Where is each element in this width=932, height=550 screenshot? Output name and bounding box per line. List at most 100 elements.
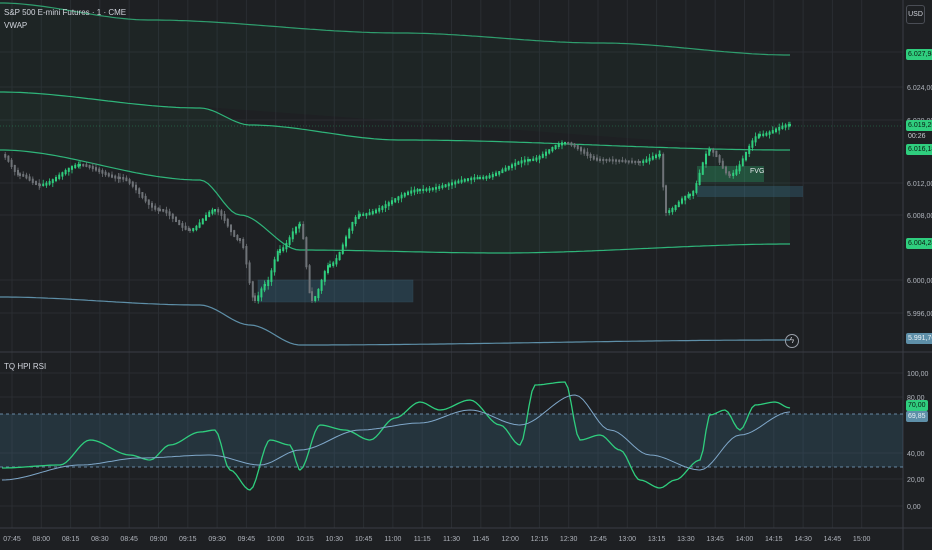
candle	[351, 222, 354, 231]
candle	[82, 164, 85, 167]
candle	[223, 213, 226, 221]
rsi-indicator-label[interactable]: TQ HPI RSI	[4, 362, 47, 371]
candle	[171, 213, 174, 219]
vwap-lower-band	[0, 296, 790, 346]
candle	[684, 195, 687, 201]
candle	[541, 153, 544, 158]
candle	[642, 160, 645, 163]
candle	[138, 188, 141, 195]
candle	[257, 295, 260, 301]
candle	[712, 149, 715, 153]
candle	[784, 124, 787, 128]
candle	[187, 227, 190, 231]
candle	[111, 174, 113, 178]
candle	[45, 182, 48, 186]
time-axis-label: 14:45	[824, 536, 842, 543]
time-axis-label: 10:45	[355, 536, 373, 543]
price-axis-label: 6.012,00	[907, 181, 932, 188]
candle	[438, 186, 441, 189]
time-axis-label: 12:30	[560, 536, 578, 543]
time-axis-label: 08:45	[120, 536, 138, 543]
candle	[701, 162, 704, 175]
candle	[101, 170, 104, 174]
candle	[728, 171, 731, 176]
price-axis-label: 5.996,00	[907, 311, 932, 318]
time-axis-label: 11:15	[414, 536, 431, 543]
candle	[119, 176, 121, 179]
candle	[454, 181, 457, 185]
candle	[651, 156, 654, 160]
vwap-indicator-label[interactable]: VWAP	[4, 21, 28, 30]
candle	[648, 157, 651, 162]
candle	[91, 165, 94, 170]
candle	[359, 214, 361, 217]
candle	[419, 189, 421, 192]
candle	[141, 192, 144, 198]
candle	[621, 159, 624, 163]
candle	[67, 167, 70, 172]
flash-icon[interactable]: ϟ	[785, 334, 799, 348]
candle	[332, 262, 335, 266]
vwap-upper-band-1	[0, 91, 790, 151]
candle	[535, 157, 538, 161]
candle	[178, 219, 181, 226]
candle	[58, 174, 61, 179]
fvg-zone-lower	[257, 279, 414, 303]
currency-button[interactable]: USD	[906, 5, 925, 24]
candle	[13, 164, 16, 172]
rsi-line	[2, 381, 791, 491]
candle	[122, 177, 125, 180]
rsi-axis-label: 40,00	[907, 451, 925, 458]
candle	[270, 270, 273, 282]
candle	[422, 188, 425, 191]
candle	[695, 183, 698, 193]
candle	[98, 168, 101, 173]
candle	[592, 155, 595, 160]
candle	[517, 161, 520, 165]
time-axis-label: 10:15	[296, 536, 314, 543]
candle	[407, 191, 409, 196]
candle	[444, 184, 447, 188]
candle	[368, 212, 371, 216]
candle	[662, 154, 665, 188]
candle	[195, 225, 198, 231]
candle	[248, 262, 251, 284]
candle	[114, 175, 117, 179]
candle	[624, 160, 627, 163]
candle	[410, 190, 413, 194]
candle	[299, 224, 301, 227]
rsi-axis-label: 80,00	[907, 395, 925, 402]
candle	[447, 183, 450, 187]
candle	[239, 238, 241, 241]
time-axis-label: 09:15	[179, 536, 197, 543]
candle	[708, 149, 711, 156]
candle	[273, 259, 276, 273]
candle	[674, 205, 677, 211]
candle	[602, 159, 605, 162]
candle	[564, 142, 566, 145]
candle	[184, 225, 187, 230]
candle	[302, 224, 305, 240]
candle	[548, 149, 551, 154]
candle	[757, 134, 760, 139]
candle	[175, 216, 177, 222]
time-axis-label: 14:15	[765, 536, 783, 543]
candle	[144, 195, 147, 202]
candle	[634, 160, 637, 163]
candle	[596, 157, 598, 161]
candle	[608, 159, 611, 162]
candle	[147, 199, 150, 205]
time-axis-label: 13:30	[677, 536, 695, 543]
candle	[128, 179, 131, 184]
time-axis-label: 12:00	[501, 536, 519, 543]
candle	[378, 207, 381, 212]
candle	[520, 160, 523, 164]
candle	[639, 160, 641, 163]
vwap-upper-band-badge: 6.027,98	[906, 49, 932, 60]
candle	[431, 187, 434, 191]
candle	[131, 181, 134, 187]
candle	[479, 177, 481, 180]
time-axis-label: 12:15	[531, 536, 549, 543]
candle	[362, 213, 365, 216]
